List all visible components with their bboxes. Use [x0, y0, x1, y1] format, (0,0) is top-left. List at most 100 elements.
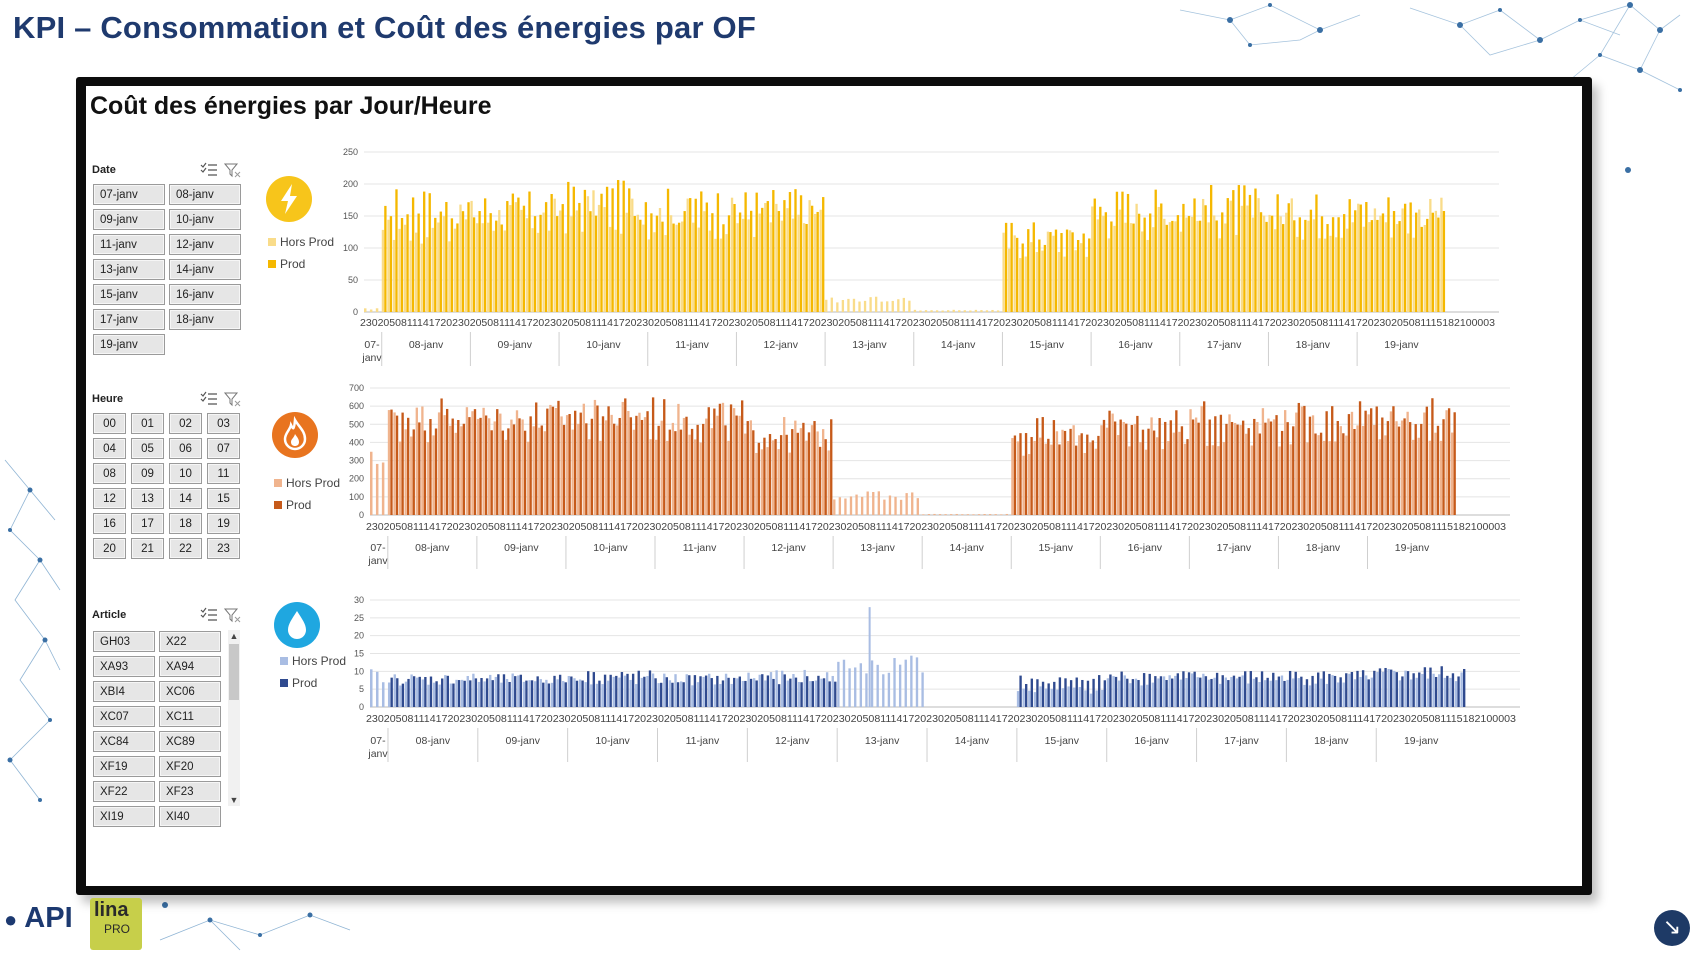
slicer-item-heure[interactable]: 16 [93, 513, 126, 534]
slicer-item-date[interactable]: 15-janv [93, 284, 165, 305]
slicer-item-heure[interactable]: 14 [169, 488, 202, 509]
slicer-item-article[interactable]: XC11 [159, 706, 221, 727]
bar-hors-prod [848, 668, 851, 707]
slicer-item-article[interactable]: XF20 [159, 756, 221, 777]
multi-select-icon[interactable] [200, 607, 218, 623]
slicer-item-heure[interactable]: 01 [131, 413, 164, 434]
slicer-item-date[interactable]: 14-janv [169, 259, 241, 280]
slicer-item-date[interactable]: 18-janv [169, 309, 241, 330]
bar-hors-prod [869, 297, 872, 312]
slicer-item-heure[interactable]: 15 [207, 488, 240, 509]
slicer-item-heure[interactable]: 04 [93, 438, 126, 459]
multi-select-icon[interactable] [200, 162, 218, 178]
multi-select-icon[interactable] [200, 391, 218, 407]
slicer-item-article[interactable]: XF22 [93, 781, 155, 802]
bar-hors-prod [736, 678, 739, 707]
bar-hors-prod [1168, 222, 1172, 312]
bar-hors-prod [577, 423, 580, 515]
legend-hors-prod: Hors Prod [280, 235, 335, 249]
slicer-item-heure[interactable]: 12 [93, 488, 126, 509]
bar-prod [395, 189, 398, 312]
slicer-item-heure[interactable]: 11 [207, 463, 240, 484]
slicer-item-heure[interactable]: 05 [131, 438, 164, 459]
slicer-item-article[interactable]: XA94 [159, 656, 221, 677]
slicer-item-heure[interactable]: 19 [207, 513, 240, 534]
slicer-item-date[interactable]: 07-janv [93, 184, 165, 205]
clear-filter-icon[interactable] [224, 162, 242, 178]
slicer-item-heure[interactable]: 08 [93, 463, 126, 484]
slicer-item-date[interactable]: 13-janv [93, 259, 165, 280]
slicer-item-article[interactable]: XF23 [159, 781, 221, 802]
slicer-item-date[interactable]: 19-janv [93, 334, 165, 355]
slicer-item-heure[interactable]: 07 [207, 438, 240, 459]
bar-prod [1210, 678, 1213, 707]
slicer-item-date[interactable]: 16-janv [169, 284, 241, 305]
slicer-item-article[interactable]: XC07 [93, 706, 155, 727]
bar-hors-prod [894, 496, 897, 515]
slicer-item-date[interactable]: 17-janv [93, 309, 165, 330]
scroll-thumb[interactable] [229, 644, 239, 700]
bar-hors-prod [752, 678, 756, 707]
scroll-up-icon[interactable]: ▲ [229, 631, 239, 641]
bar-prod [700, 191, 703, 312]
bar-prod [1409, 202, 1412, 312]
slicer-item-heure[interactable]: 20 [93, 538, 126, 559]
x-day-label: 13-janv [860, 542, 895, 554]
bar-prod [1359, 204, 1362, 312]
slicer-item-article[interactable]: XF19 [93, 756, 155, 777]
slicer-item-date[interactable]: 12-janv [169, 234, 241, 255]
bar-hors-prod [1308, 685, 1312, 707]
slicer-item-article[interactable]: XA93 [93, 656, 155, 677]
slicer-item-article[interactable]: XC06 [159, 681, 221, 702]
clear-filter-icon[interactable] [224, 391, 242, 407]
slicer-item-heure[interactable]: 10 [169, 463, 202, 484]
slicer-item-article[interactable]: XC89 [159, 731, 221, 752]
article-scrollbar[interactable]: ▲ ▼ [228, 630, 240, 806]
arrow-down-right-icon[interactable]: ↘ [1654, 910, 1690, 946]
slicer-item-heure[interactable]: 13 [131, 488, 164, 509]
slicer-item-heure[interactable]: 17 [131, 513, 164, 534]
bar-prod [1308, 416, 1312, 515]
slicer-item-article[interactable]: XI40 [159, 806, 221, 827]
slicer-item-article[interactable]: XBI4 [93, 681, 155, 702]
bar-hors-prod [364, 308, 367, 312]
slicer-item-article[interactable]: GH03 [93, 631, 155, 652]
bar-hors-prod [719, 238, 723, 312]
clear-filter-icon[interactable] [224, 607, 242, 623]
bar-hors-prod [392, 239, 396, 312]
slicer-item-heure[interactable]: 02 [169, 413, 202, 434]
slicer-item-heure[interactable]: 03 [207, 413, 240, 434]
bar-prod [1197, 422, 1200, 515]
slicer-item-heure[interactable]: 00 [93, 413, 126, 434]
bar-prod [478, 211, 481, 312]
slicer-item-article[interactable]: XC84 [93, 731, 155, 752]
y-tick-label: 400 [349, 437, 364, 447]
bar-hors-prod [398, 441, 402, 515]
slicer-item-heure[interactable]: 09 [131, 463, 164, 484]
slicer-item-date[interactable]: 08-janv [169, 184, 241, 205]
bar-hors-prod [595, 683, 599, 707]
x-day-label: 13-janv [852, 339, 887, 351]
bar-prod [1315, 194, 1318, 312]
slicer-item-date[interactable]: 10-janv [169, 209, 241, 230]
slicer-item-heure[interactable]: 18 [169, 513, 202, 534]
bar-hors-prod [985, 310, 989, 312]
bar-hors-prod [517, 675, 520, 707]
bar-prod [517, 197, 520, 312]
slicer-item-article[interactable]: XI19 [93, 806, 155, 827]
bar-hors-prod [882, 674, 885, 707]
bar-prod [618, 417, 621, 515]
slicer-item-article[interactable]: X22 [159, 631, 221, 652]
bar-prod [1378, 668, 1382, 707]
slicer-item-heure[interactable]: 22 [169, 538, 202, 559]
slicer-item-heure[interactable]: 21 [131, 538, 164, 559]
slicer-item-date[interactable]: 11-janv [93, 234, 165, 255]
bar-hors-prod [606, 680, 610, 707]
slicer-item-date[interactable]: 09-janv [93, 209, 165, 230]
slicer-item-heure[interactable]: 23 [207, 538, 240, 559]
bar-hors-prod [727, 440, 730, 515]
bar-hors-prod [1028, 690, 1031, 707]
scroll-down-icon[interactable]: ▼ [229, 795, 239, 805]
bar-hors-prod [1068, 230, 1072, 312]
slicer-item-heure[interactable]: 06 [169, 438, 202, 459]
